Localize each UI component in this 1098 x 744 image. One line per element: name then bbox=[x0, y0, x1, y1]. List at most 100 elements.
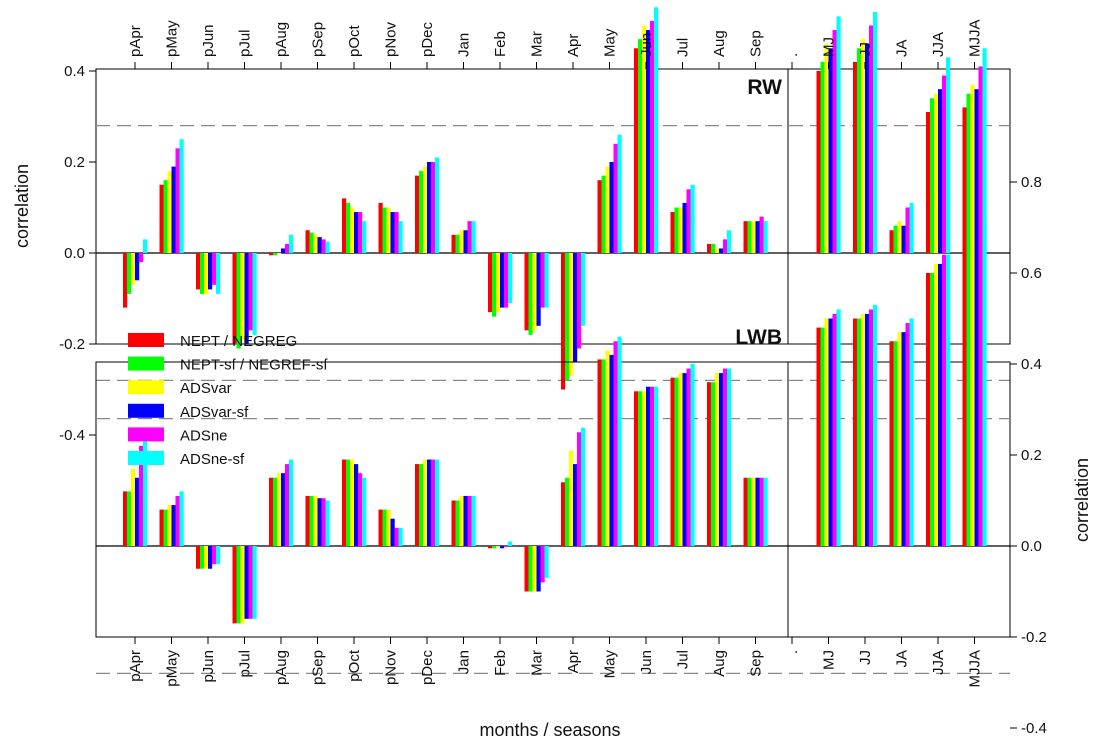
legend-swatch-5 bbox=[128, 451, 164, 465]
bar-rw-Aug-s1 bbox=[711, 243, 716, 253]
bar-lwb-Aug-s2 bbox=[715, 373, 720, 546]
bar-rw-Apr-s3 bbox=[573, 253, 578, 363]
bar-lwb-MJ-s1 bbox=[820, 327, 825, 546]
bar-lwb-Jun-s3 bbox=[646, 386, 651, 546]
bar-rw-pAug-s1 bbox=[273, 253, 278, 256]
bar-rw-pNov-s4 bbox=[394, 212, 399, 253]
bar-lwb-Apr-s1 bbox=[565, 477, 570, 546]
bar-rw-Jun-s1 bbox=[638, 39, 643, 254]
bar-lwb-pDec-s5 bbox=[435, 459, 440, 546]
x-tick-label-top-May: May bbox=[602, 28, 619, 57]
bar-lwb-May-s5 bbox=[617, 336, 622, 546]
y-tick-label-bottom-4: 0.4 bbox=[1021, 356, 1042, 373]
bar-lwb-Jul-s1 bbox=[674, 377, 679, 546]
bar-rw-Jan-s4 bbox=[467, 221, 472, 253]
bar-rw-pSep-s3 bbox=[317, 237, 322, 253]
bar-lwb-Jul-s4 bbox=[686, 368, 691, 546]
bar-rw-pOct-s5 bbox=[362, 221, 367, 253]
bar-rw-JJ-s3 bbox=[865, 43, 870, 254]
bar-rw-JA-s5 bbox=[909, 202, 914, 253]
x-tick-label-bottom-pApr: pApr bbox=[127, 650, 144, 682]
bar-lwb-Sep-s3 bbox=[755, 477, 760, 546]
x-tick-label-bottom-JJ: JJ bbox=[857, 650, 874, 665]
y-tick-label-bottom-2: 0.0 bbox=[1021, 538, 1042, 555]
bar-rw-pApr-s4 bbox=[139, 253, 144, 263]
bar-rw-Jan-s3 bbox=[463, 230, 468, 253]
bar-lwb-pApr-s2 bbox=[131, 468, 136, 546]
legend-swatch-4 bbox=[128, 427, 164, 442]
y-axis-title-bottom: correlation bbox=[1072, 458, 1092, 542]
bar-rw-pSep-s4 bbox=[321, 239, 326, 253]
bar-rw-Sep-s3 bbox=[755, 221, 760, 253]
bar-lwb-Mar-s2 bbox=[532, 546, 537, 592]
bar-rw-JA-s2 bbox=[897, 221, 902, 253]
bar-rw-JJA-s1 bbox=[930, 98, 935, 253]
rw-panel-frame bbox=[95, 68, 1011, 345]
bar-lwb-JJA-s4 bbox=[942, 254, 947, 547]
bar-rw-Jun-s2 bbox=[642, 25, 647, 253]
bar-rw-pSep-s0 bbox=[305, 230, 310, 253]
bar-rw-pDec-s2 bbox=[423, 166, 428, 253]
bar-lwb-pJul-s3 bbox=[244, 546, 249, 619]
bar-lwb-JJ-s2 bbox=[861, 313, 866, 546]
bar-rw-Aug-s2 bbox=[715, 248, 720, 253]
bar-rw-Feb-s5 bbox=[508, 253, 513, 304]
bar-lwb-pDec-s2 bbox=[423, 459, 428, 546]
x-tick-label-bottom-JJA: JJA bbox=[930, 650, 947, 675]
bar-lwb-JJA-s1 bbox=[930, 273, 935, 546]
bar-lwb-Apr-s2 bbox=[569, 450, 574, 546]
bar-rw-JJA-s3 bbox=[938, 89, 943, 253]
bar-lwb-MJJA-s5 bbox=[982, 222, 987, 546]
bar-lwb-JA-s5 bbox=[909, 318, 914, 546]
bar-lwb-Apr-s4 bbox=[577, 432, 582, 546]
bar-lwb-Mar-s5 bbox=[544, 546, 549, 578]
x-tick-label-bottom-pSep: pSep bbox=[310, 650, 327, 685]
bar-lwb-JJ-s4 bbox=[869, 309, 874, 546]
bar-rw-pDec-s3 bbox=[427, 162, 432, 253]
legend-swatch-3 bbox=[128, 403, 164, 418]
bar-lwb-pOct-s3 bbox=[354, 464, 359, 546]
lwb-panel-label: LWB bbox=[735, 326, 782, 349]
bar-lwb-pNov-s4 bbox=[394, 527, 399, 546]
x-tick-label-bottom-pJul: pJul bbox=[237, 650, 254, 678]
bar-lwb-pAug-s3 bbox=[281, 473, 286, 546]
bar-rw-Feb-s2 bbox=[496, 253, 501, 313]
bar-lwb-Jun-s4 bbox=[650, 386, 655, 546]
bar-rw-Jan-s2 bbox=[459, 230, 464, 253]
bar-lwb-May-s0 bbox=[597, 359, 602, 546]
bar-rw-Jun-s3 bbox=[646, 30, 651, 253]
bar-rw-pAug-s0 bbox=[269, 253, 274, 256]
bar-lwb-JA-s3 bbox=[901, 332, 906, 546]
x-tick-label-bottom-Jul: Jul bbox=[675, 650, 692, 669]
bar-rw-Sep-s5 bbox=[763, 221, 768, 253]
bar-lwb-JA-s4 bbox=[905, 323, 910, 546]
bar-lwb-pAug-s1 bbox=[273, 477, 278, 546]
bar-rw-Aug-s4 bbox=[723, 239, 728, 253]
bar-rw-pSep-s1 bbox=[309, 232, 314, 253]
bar-lwb-May-s4 bbox=[613, 341, 618, 546]
bar-lwb-pMay-s5 bbox=[179, 491, 184, 546]
bar-lwb-pNov-s3 bbox=[390, 518, 395, 546]
bar-lwb-Sep-s5 bbox=[763, 477, 768, 546]
bar-rw-JJ-s2 bbox=[861, 39, 866, 254]
bar-lwb-JJA-s2 bbox=[934, 263, 939, 546]
bar-rw-Jul-s4 bbox=[686, 189, 691, 253]
bar-lwb-Apr-s0 bbox=[561, 482, 566, 546]
bar-lwb-pMay-s2 bbox=[167, 505, 172, 546]
bar-rw-MJ-s1 bbox=[820, 61, 825, 254]
bar-lwb-MJJA-s3 bbox=[974, 241, 979, 546]
bar-lwb-pJul-s2 bbox=[240, 546, 245, 624]
legend-label-4: ADSne bbox=[180, 427, 228, 444]
x-tick-label-top-Feb: Feb bbox=[492, 31, 509, 57]
bar-lwb-pNov-s5 bbox=[398, 527, 403, 546]
bar-rw-pNov-s1 bbox=[382, 207, 387, 253]
bar-lwb-Feb-s2 bbox=[496, 546, 501, 547]
bar-lwb-Sep-s4 bbox=[759, 477, 764, 546]
x-tick-label-top-Jul: Jul bbox=[675, 38, 692, 57]
bar-lwb-Mar-s0 bbox=[524, 546, 529, 592]
bar-rw-MJ-s3 bbox=[828, 48, 833, 253]
bar-rw-MJJA-s5 bbox=[982, 48, 987, 253]
x-tick-label-top-JA: JA bbox=[894, 39, 911, 57]
x-tick-label-bottom-pJun: pJun bbox=[200, 650, 217, 683]
bar-rw-JA-s3 bbox=[901, 225, 906, 253]
